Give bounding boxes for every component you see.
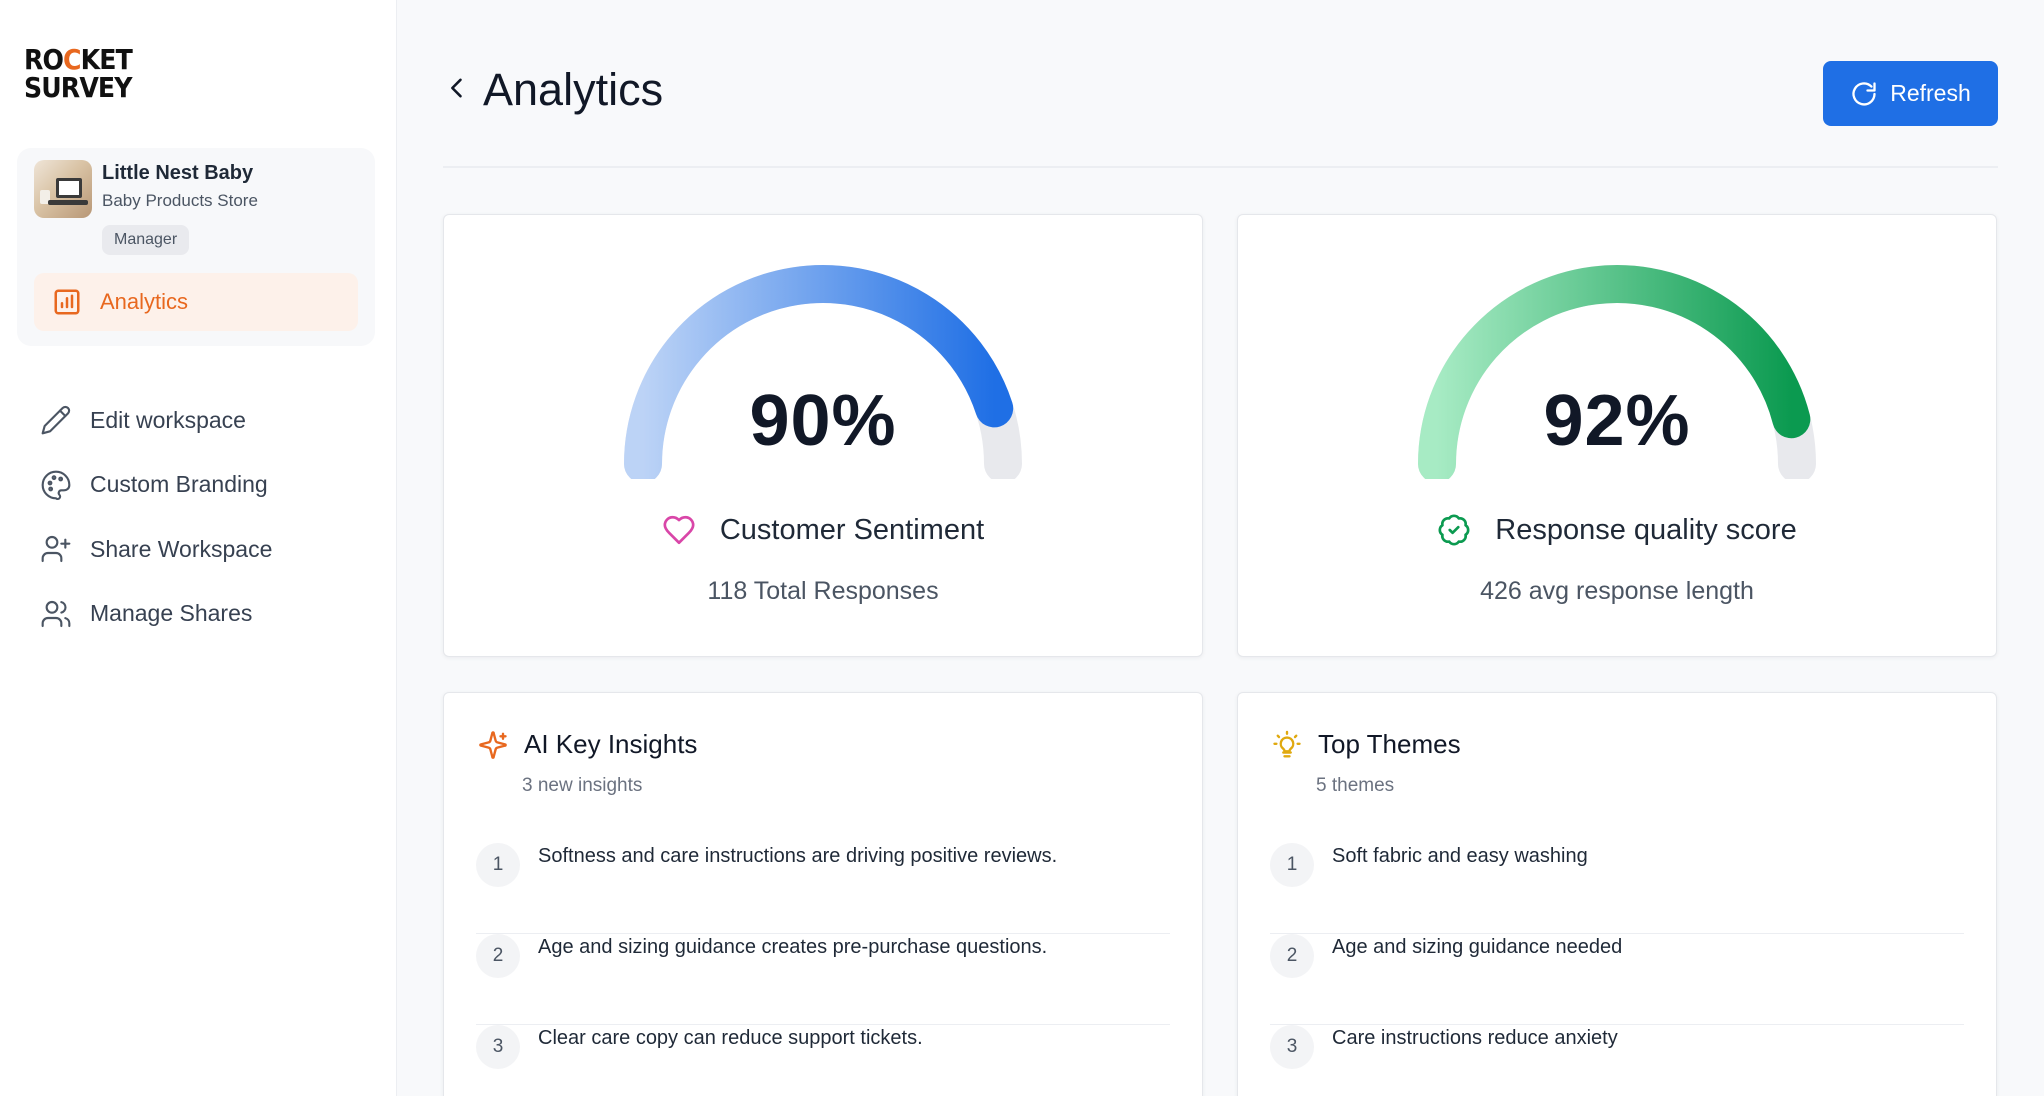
role-badge: Manager	[102, 225, 190, 255]
page-title: Analytics	[483, 64, 664, 115]
sidebar-item-share-workspace[interactable]: Share Workspace	[24, 517, 364, 582]
quality-gauge	[1418, 265, 1816, 479]
workspace-subtitle: Baby Products Store	[102, 191, 258, 210]
item-number: 2	[476, 934, 520, 978]
quality-value: 92%	[1543, 381, 1691, 461]
sidebar-item-label: Custom Branding	[90, 471, 268, 498]
bar-chart-icon	[54, 289, 80, 315]
gauge-fill	[1418, 265, 1811, 479]
sidebar-item-custom-branding[interactable]: Custom Branding	[24, 453, 364, 518]
sentiment-value: 90%	[749, 381, 897, 461]
workspace-name: Little Nest Baby	[102, 162, 254, 184]
total-responses: 118 Total Responses	[707, 577, 939, 605]
item-number: 1	[1270, 843, 1314, 887]
insights-count: 3 new insights	[522, 775, 643, 796]
themes-title: Top Themes	[1318, 729, 1461, 759]
lightbulb-icon	[1273, 730, 1301, 757]
sentiment-label: Customer Sentiment	[719, 513, 985, 546]
item-number: 3	[1270, 1025, 1314, 1069]
ai-insights-card: AI Key Insights 3 new insights 1 Softnes…	[443, 692, 1203, 1096]
avg-response-length: 426 avg response length	[1480, 577, 1754, 605]
response-quality-card: 92% Response quality score 426 avg respo…	[1237, 214, 1997, 657]
insights-list: 1 Softness and care instructions are dri…	[476, 843, 1170, 1096]
sidebar-item-label: Edit workspace	[90, 406, 246, 433]
palette-icon	[41, 470, 71, 500]
item-number: 2	[1270, 934, 1314, 978]
header-divider	[443, 166, 1998, 168]
refresh-label: Refresh	[1890, 80, 1971, 106]
themes-count: 5 themes	[1316, 775, 1395, 796]
sidebar-item-label: Share Workspace	[90, 535, 273, 562]
user-plus-icon	[41, 536, 71, 563]
insight-item[interactable]: 3 Clear care copy can reduce support tic…	[476, 1025, 1170, 1096]
item-text: Age and sizing guidance creates pre-purc…	[538, 936, 1048, 958]
top-themes-card: Top Themes 5 themes 1 Soft fabric and ea…	[1237, 692, 1997, 1096]
workspace-card: Little Nest Baby Baby Products Store Man…	[17, 148, 375, 346]
chevron-left-icon	[451, 78, 462, 98]
insights-title: AI Key Insights	[524, 729, 698, 759]
item-text: Age and sizing guidance needed	[1332, 936, 1623, 958]
sidebar-item-label: Analytics	[100, 289, 189, 314]
item-text: Softness and care instructions are drivi…	[538, 845, 1058, 867]
sidebar-item-edit-workspace[interactable]: Edit workspace	[24, 388, 364, 453]
gauge-fill	[624, 265, 1014, 479]
theme-item[interactable]: 2 Age and sizing guidance needed	[1270, 934, 1964, 1025]
sidebar-item-manage-shares[interactable]: Manage Shares	[24, 582, 364, 647]
sidebar-nav: Edit workspace Custom Branding Share	[24, 388, 364, 646]
main-content: Analytics Refresh 90%	[397, 0, 2044, 1096]
pencil-icon	[41, 406, 71, 435]
customer-sentiment-card: 90% Customer Sentiment 118 Total Respons…	[443, 214, 1203, 657]
sidebar: ROCKET SURVEY Little Nest Baby Baby Prod…	[0, 0, 397, 1096]
item-text: Care instructions reduce anxiety	[1332, 1027, 1618, 1049]
item-text: Clear care copy can reduce support ticke…	[538, 1027, 923, 1049]
sidebar-item-label: Manage Shares	[90, 600, 253, 627]
sidebar-item-analytics[interactable]: Analytics	[34, 273, 358, 331]
theme-item[interactable]: 3 Care instructions reduce anxiety	[1270, 1025, 1964, 1096]
refresh-icon	[1852, 81, 1876, 106]
heart-icon	[663, 515, 695, 545]
back-button[interactable]	[443, 74, 471, 102]
refresh-button[interactable]: Refresh	[1823, 61, 1998, 126]
page-header: Analytics Refresh	[443, 60, 1998, 130]
sparkles-icon	[479, 730, 507, 759]
themes-list: 1 Soft fabric and easy washing 2 Age and…	[1270, 843, 1964, 1096]
item-number: 1	[476, 843, 520, 887]
theme-item[interactable]: 1 Soft fabric and easy washing	[1270, 843, 1964, 934]
quality-label: Response quality score	[1495, 513, 1797, 546]
rocket-survey-logo[interactable]: ROCKET SURVEY	[24, 43, 133, 104]
badge-check-icon	[1438, 514, 1470, 546]
users-icon	[41, 600, 71, 627]
workspace-avatar	[34, 160, 92, 218]
insight-item[interactable]: 1 Softness and care instructions are dri…	[476, 843, 1170, 934]
insight-item[interactable]: 2 Age and sizing guidance creates pre-pu…	[476, 934, 1170, 1025]
item-number: 3	[476, 1025, 520, 1069]
item-text: Soft fabric and easy washing	[1332, 845, 1588, 867]
sentiment-gauge	[624, 265, 1022, 479]
